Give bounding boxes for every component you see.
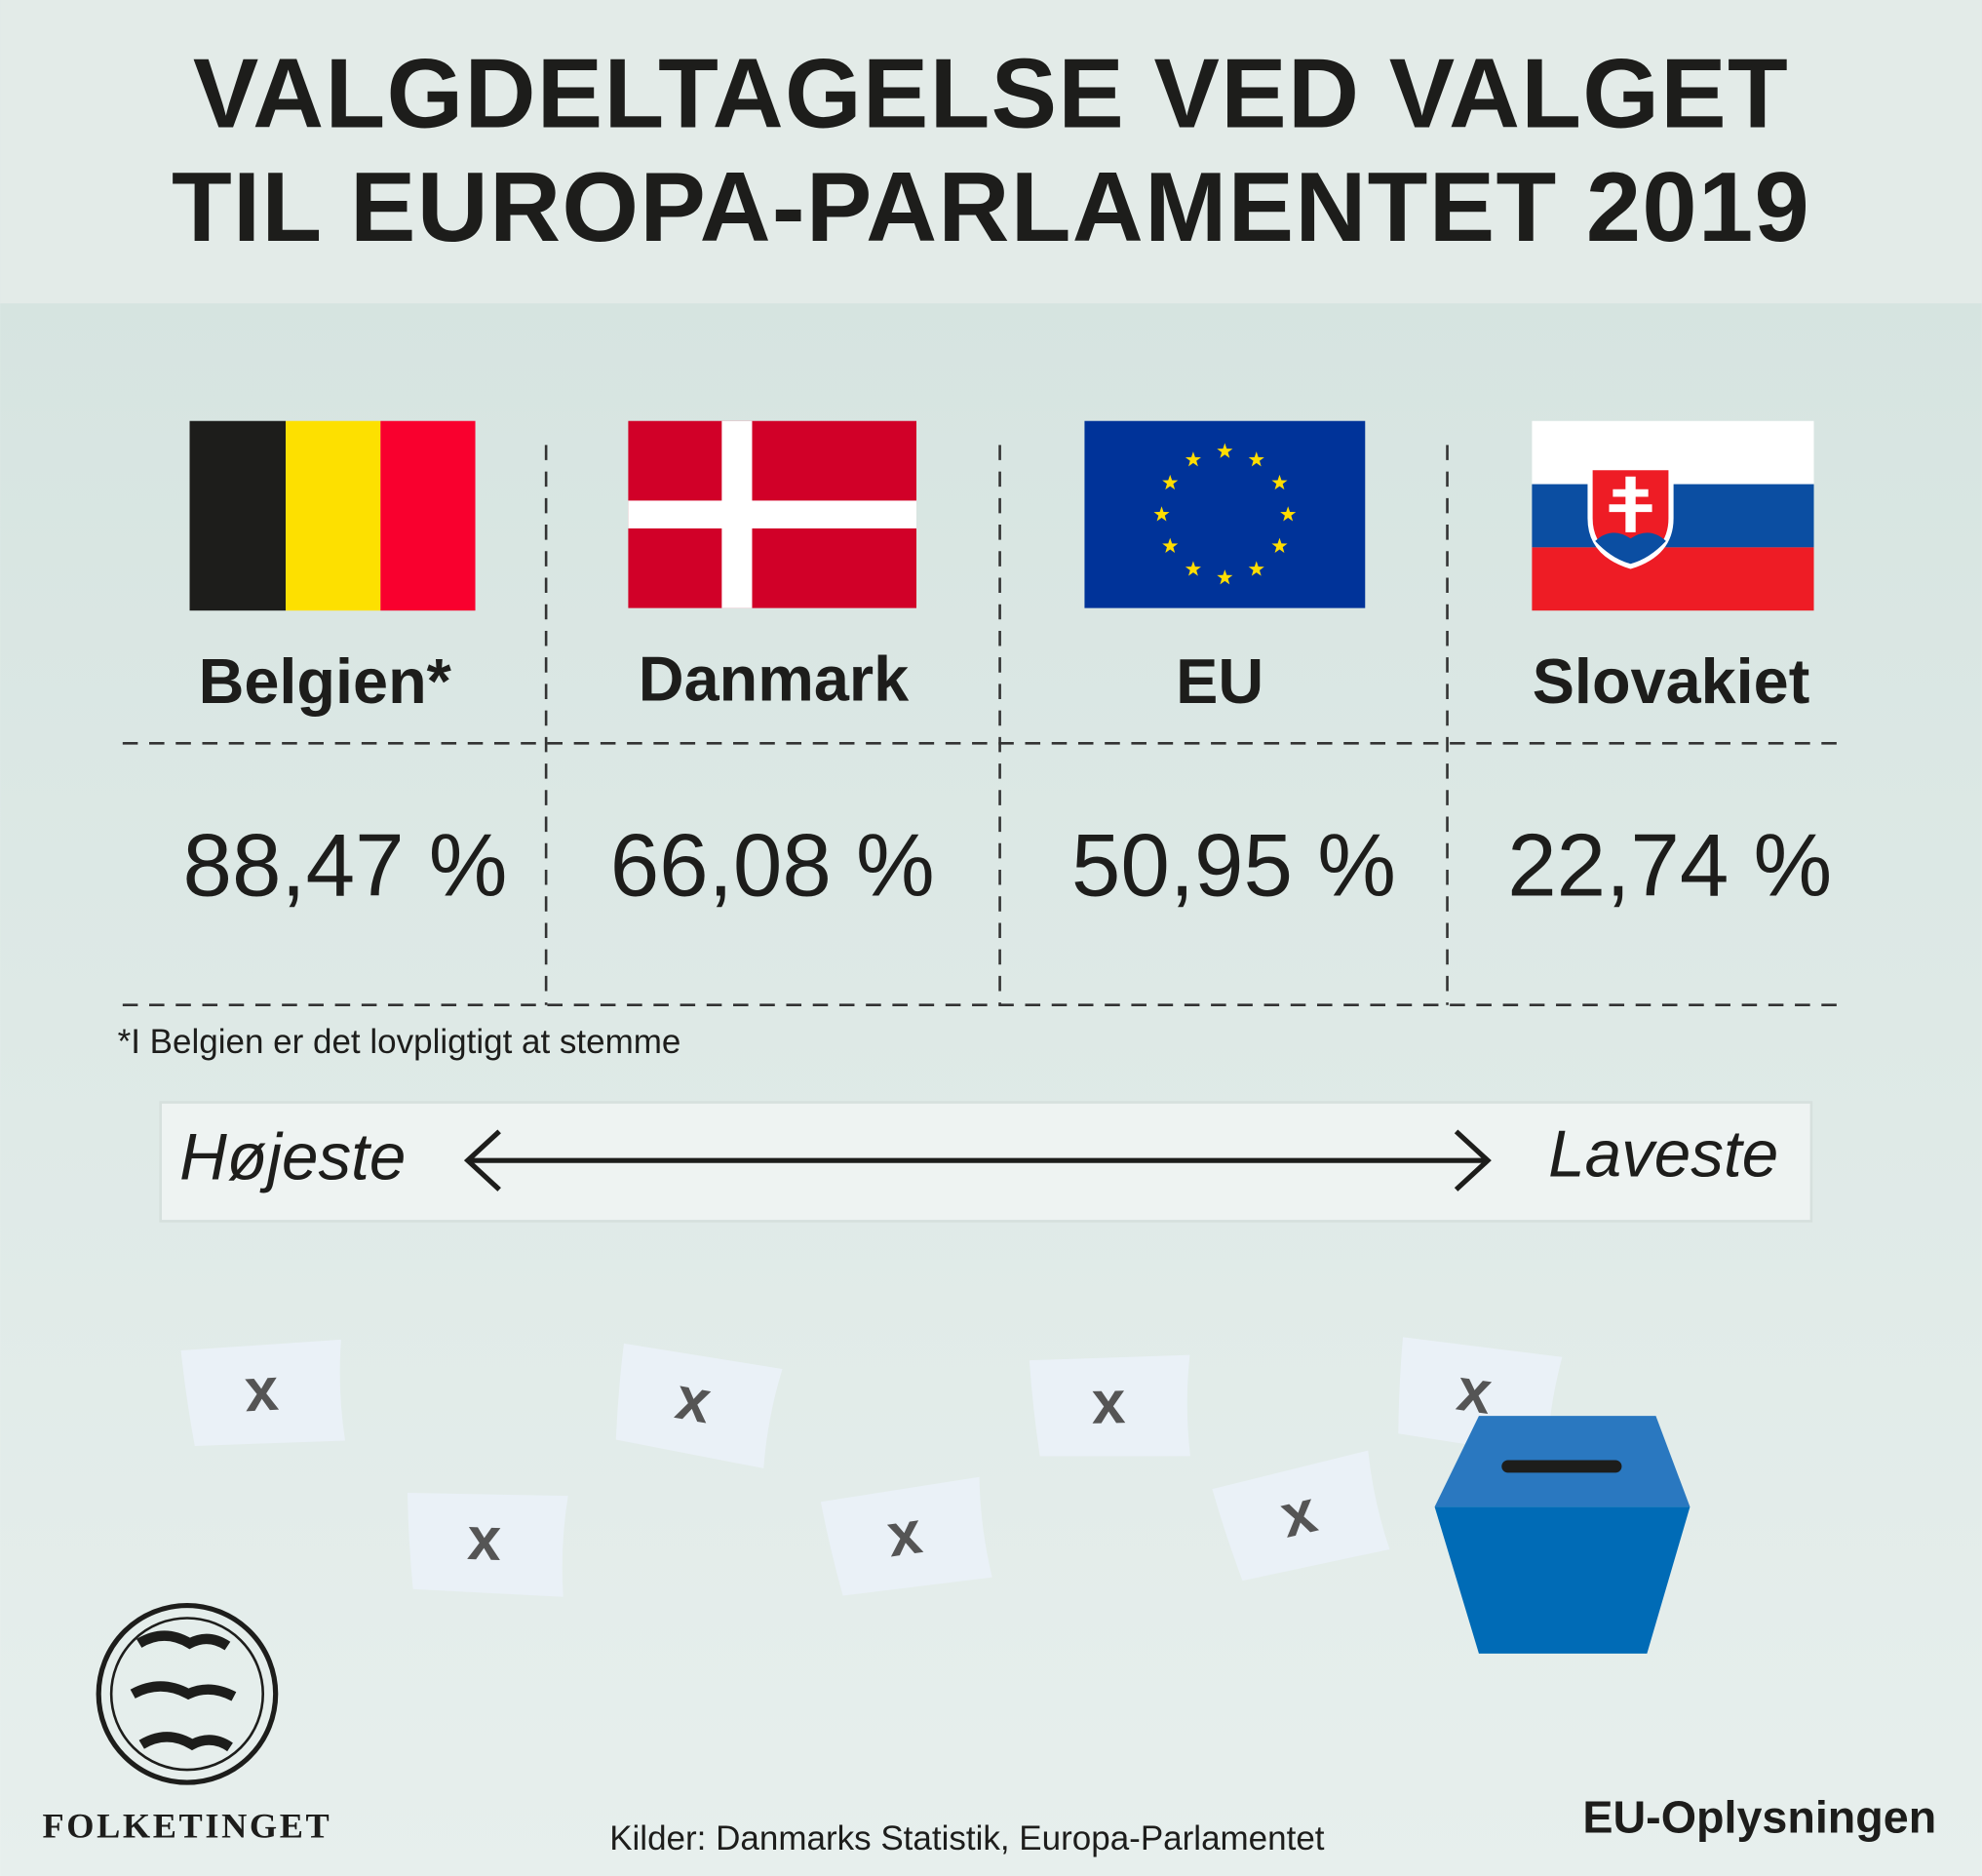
ballot-mark: x bbox=[1091, 1369, 1126, 1437]
flag-belgium bbox=[189, 420, 476, 611]
eu-star bbox=[1217, 443, 1233, 458]
ballot: x bbox=[1029, 1354, 1190, 1457]
flag-denmark bbox=[628, 420, 917, 608]
ballot: x bbox=[820, 1476, 992, 1596]
double-arrow bbox=[463, 1129, 1492, 1192]
eu-star bbox=[1162, 537, 1179, 553]
turnout: 50,95 % bbox=[1071, 817, 1396, 916]
country-name: Slovakiet bbox=[1533, 645, 1810, 717]
turnout: 66,08 % bbox=[610, 817, 935, 916]
eu-star bbox=[1271, 537, 1288, 553]
ballot: x bbox=[615, 1343, 783, 1468]
eu-star bbox=[1217, 569, 1233, 585]
scale-right: Laveste bbox=[1548, 1118, 1778, 1192]
ballot: x bbox=[180, 1339, 345, 1446]
logo-text: FOLKETINGET bbox=[43, 1806, 332, 1845]
ballot-mark: x bbox=[243, 1356, 281, 1426]
ballot-paper bbox=[615, 1343, 783, 1468]
ballot-mark: x bbox=[466, 1505, 502, 1574]
eu-star bbox=[1280, 506, 1297, 522]
ballot-paper bbox=[180, 1339, 345, 1446]
ballot-paper bbox=[1212, 1450, 1390, 1582]
header-band bbox=[0, 0, 1982, 304]
eu-star bbox=[1248, 561, 1264, 576]
flag-slovakia bbox=[1532, 420, 1814, 611]
eu-star bbox=[1248, 451, 1264, 467]
ballot: x bbox=[407, 1492, 568, 1597]
country-name: EU bbox=[1176, 645, 1263, 717]
dashed-grid bbox=[122, 445, 1844, 1007]
ballot-paper bbox=[1029, 1354, 1190, 1457]
eu-star bbox=[1271, 474, 1288, 490]
ballot-paper bbox=[820, 1476, 992, 1596]
eu-star bbox=[1162, 474, 1179, 490]
footnote: *I Belgien er det lovpligtigt at stemme bbox=[118, 1023, 681, 1061]
ballot-paper bbox=[407, 1492, 568, 1597]
country-name: Danmark bbox=[639, 644, 910, 715]
title-line: TIL EUROPA-PARLAMENTET 2019 bbox=[172, 152, 1810, 262]
turnout: 88,47 % bbox=[182, 817, 507, 916]
flag-eu bbox=[1084, 420, 1366, 608]
logo-emblem bbox=[96, 1602, 279, 1785]
eu-star bbox=[1185, 451, 1201, 467]
brand: EU-Oplysningen bbox=[1582, 1791, 1936, 1842]
eu-star bbox=[1185, 561, 1201, 576]
turnout: 22,74 % bbox=[1507, 817, 1832, 916]
ballot-box bbox=[1434, 1416, 1691, 1654]
ballot: x bbox=[1212, 1450, 1390, 1582]
country-name: Belgien* bbox=[199, 645, 452, 717]
title-line: VALGDELTAGELSE VED VALGET bbox=[193, 38, 1789, 148]
eu-star bbox=[1153, 506, 1170, 522]
ballots: x x x xx x x bbox=[180, 1337, 1563, 1597]
source: Kilder: Danmarks Statistik, Europa-Parla… bbox=[609, 1819, 1325, 1857]
scale-left: Højeste bbox=[179, 1120, 406, 1193]
